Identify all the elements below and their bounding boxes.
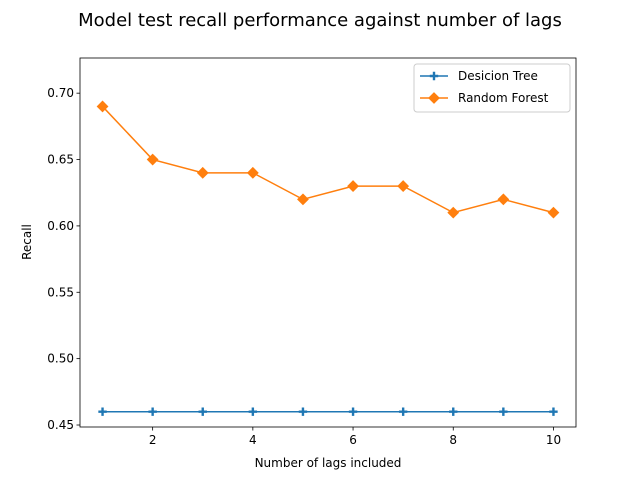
data-point-desicion-tree (499, 407, 508, 416)
data-point-desicion-tree (549, 407, 558, 416)
x-tick-label: 8 (449, 433, 457, 447)
data-point-random-forest (397, 180, 410, 192)
series-random-forest (96, 100, 560, 219)
data-point-random-forest (547, 206, 560, 219)
data-point-random-forest (347, 180, 359, 192)
legend-box (413, 63, 571, 113)
legend: Desicion Tree Random Forest (413, 63, 571, 113)
legend-entry-desicion-tree: Desicion Tree (420, 69, 538, 83)
x-tick-label: 4 (249, 433, 257, 447)
data-point-desicion-tree (148, 407, 157, 416)
y-tick-label: 0.55 (47, 285, 74, 299)
chart-title: Model test recall performance against nu… (78, 10, 562, 31)
data-point-desicion-tree (198, 407, 207, 416)
data-point-desicion-tree (398, 407, 408, 416)
axes-frame (79, 57, 577, 428)
legend-marker-desicion-tree (429, 71, 439, 81)
data-point-random-forest (196, 166, 209, 179)
y-tick-label: 0.60 (47, 219, 74, 233)
data-point-random-forest (497, 193, 510, 206)
data-point-random-forest (297, 193, 309, 206)
data-point-random-forest (447, 206, 460, 219)
legend-marker-random-forest (428, 92, 440, 104)
plot-area (96, 100, 560, 416)
data-point-random-forest (96, 100, 109, 113)
data-point-random-forest (146, 153, 159, 166)
legend-label-random-forest: Random Forest (458, 91, 549, 105)
y-tick-label: 0.50 (47, 352, 74, 366)
y-tick-label: 0.70 (47, 86, 74, 100)
data-point-desicion-tree (348, 407, 358, 416)
x-tick-label: 10 (546, 433, 561, 447)
y-tick-label: 0.45 (47, 418, 74, 432)
x-tick-label: 6 (349, 433, 357, 447)
data-point-random-forest (246, 166, 259, 179)
data-point-desicion-tree (248, 407, 258, 416)
y-tick-label: 0.65 (47, 153, 74, 167)
y-axis-label: Recall (20, 224, 34, 260)
series-desicion-tree (98, 407, 558, 416)
data-point-desicion-tree (298, 407, 308, 416)
data-point-desicion-tree (449, 407, 458, 416)
legend-entry-random-forest: Random Forest (420, 91, 549, 105)
x-tick-label: 2 (149, 433, 157, 447)
legend-label-desicion-tree: Desicion Tree (458, 69, 538, 83)
axes: 2 4 6 8 10 0.45 0.50 0.55 0.60 0.65 0.70 (47, 57, 577, 447)
series-line-random-forest (101, 105, 554, 214)
x-axis-label: Number of lags included (255, 456, 402, 470)
data-point-desicion-tree (98, 407, 107, 416)
